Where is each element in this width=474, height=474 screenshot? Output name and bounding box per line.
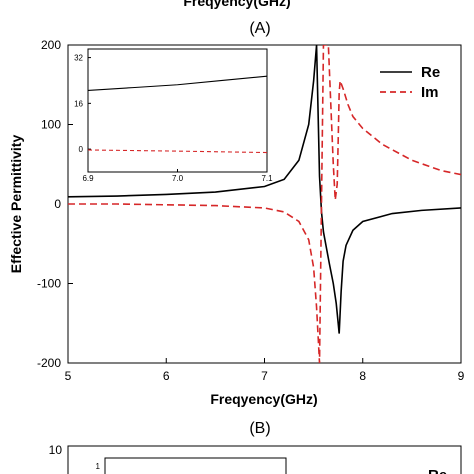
panel-b-plot-frame [67,445,462,474]
main-series-re-line [68,45,461,334]
main-y-tick-label: 100 [41,118,61,132]
inset-y-tick-label: 0 [79,145,84,154]
main-x-tick-label: 9 [458,369,465,383]
main-x-tick-label: 8 [359,369,366,383]
top-cut-axis-label: Freqyency(GHz) [183,0,290,9]
main-x-tick-label: 7 [261,369,268,383]
inset-series-lines [88,75,267,154]
main-x-tick-label: 5 [65,369,72,383]
main-y-tick-label: -100 [37,277,61,291]
inset-x-tick-label: 6.9 [82,174,94,183]
inset-series-im-line [88,149,267,154]
main-series-lines [68,45,461,363]
panel-a-label: (A) [249,20,270,37]
inset-x-tick-label: 7.0 [172,174,184,183]
inset-x-tick-label: 7.1 [261,174,273,183]
panel-b-inset-tick: 1 [96,462,101,471]
main-y-tick-label: 200 [41,38,61,52]
panel-b-label: (B) [249,420,270,437]
main-axis-ticks: 5 6 7 8 9 -200 -100 0 100 200 [37,38,465,383]
inset-series-re-line [88,75,267,92]
legend: Re Im [380,64,440,101]
x-axis-label: Freqyency(GHz) [210,391,317,407]
panel-b-y-tick-top: 10 [49,443,63,457]
main-x-tick-label: 6 [163,369,170,383]
main-y-tick-label: -200 [37,356,61,370]
main-y-tick-label: 0 [54,197,61,211]
main-series-im-line [68,45,461,363]
inset-axis-ticks: 6.9 7.0 7.1 0 16 32 [74,54,273,183]
panel-b-inset-frame [104,457,287,474]
legend-re-label: Re [421,64,440,81]
inset-frame [87,48,268,173]
panel-b-legend-partial: Re [428,467,447,474]
y-axis-label: Effective Permittivity [8,135,24,274]
legend-im-label: Im [421,84,439,101]
inset-y-tick-label: 16 [74,99,83,108]
inset-y-tick-label: 32 [74,54,83,63]
